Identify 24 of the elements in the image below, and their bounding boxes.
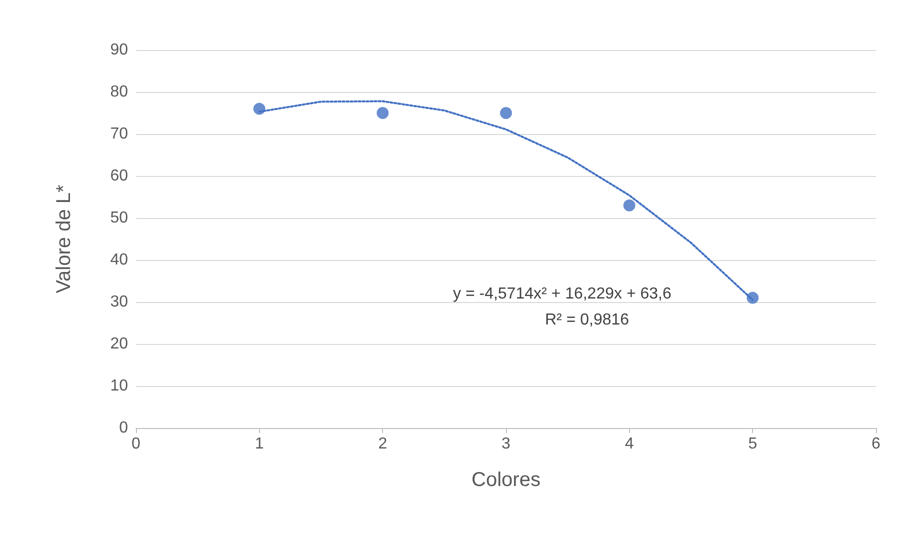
y-tick-label: 90 [110,42,128,58]
annotation: R² = 0,9816 [545,312,630,328]
y-tick-label: 70 [110,126,128,142]
annotation: y = -4,5714x² + 16,229x + 63,6 [453,286,672,302]
x-tick-label: 5 [748,436,758,452]
x-tick-label: 1 [254,436,264,452]
x-tick-label: 2 [378,436,388,452]
x-axis-title: Colores [472,469,540,491]
y-tick-label: 80 [110,84,128,100]
point [376,107,389,119]
y-tick-label: 40 [110,252,128,268]
point [500,107,512,119]
x-tick-label: 6 [872,436,881,452]
y-axis-title: Valore de L* [53,184,75,294]
y-tick-label: 30 [110,294,128,310]
x-tick-label: 3 [502,436,511,452]
x-tick-label: 0 [132,436,141,452]
x-tick-label: 4 [624,436,634,452]
y-tick-label: 20 [110,336,128,352]
y-tick-label: 50 [110,210,128,226]
y-tick-label: 0 [119,420,128,436]
point [623,199,636,212]
y-tick-label: 10 [110,378,128,394]
y-tick-label: 60 [110,168,128,184]
